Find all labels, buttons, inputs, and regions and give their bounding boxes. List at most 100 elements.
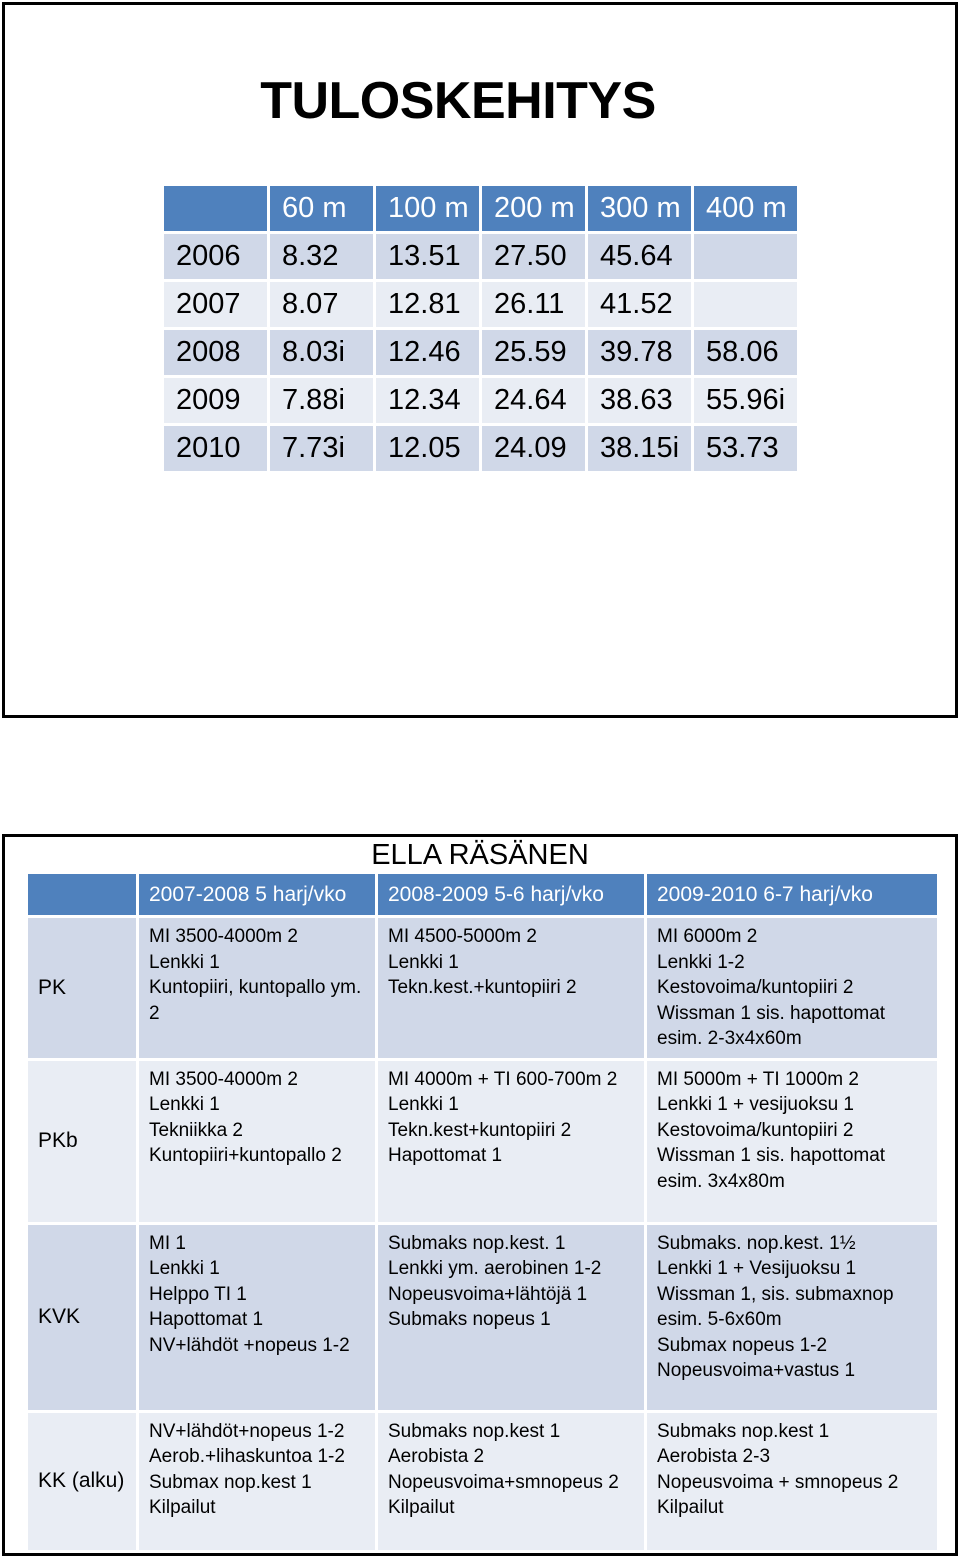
result-cell bbox=[691, 279, 800, 330]
plan-line: Kilpailut bbox=[388, 1497, 455, 1518]
slide-training-plan: ELLA RÄSÄNEN 2007-2008 5 harj/vko 2008-2… bbox=[2, 834, 958, 1556]
result-cell bbox=[691, 231, 800, 282]
year-cell: 2007 bbox=[161, 279, 270, 330]
plan-line: NV+lähdöt +nopeus 1-2 bbox=[149, 1334, 350, 1356]
plan-line: MI 3500-4000m 2 bbox=[149, 1068, 298, 1090]
plan-cell: MI 6000m 2 Lenkki 1-2 Kestovoima/kuntopi… bbox=[644, 915, 940, 1061]
plan-line: Helppo TI 1 bbox=[149, 1283, 247, 1305]
plan-line: NV+lähdöt+nopeus 1-2 bbox=[149, 1420, 345, 1442]
plan-line: Aerobista 2-3 bbox=[657, 1446, 771, 1467]
plan-cell: MI 5000m + TI 1000m 2 Lenkki 1 + vesijuo… bbox=[644, 1057, 940, 1225]
plan-line: Submax nopeus 1-2 bbox=[657, 1334, 828, 1356]
plan-line: Kuntopiiri, kuntopallo ym. 2 bbox=[149, 977, 362, 1024]
plan-line: MI 6000m 2 bbox=[657, 926, 758, 947]
plan-line: Aerobista 2 bbox=[388, 1446, 485, 1467]
period-label: KVK bbox=[25, 1221, 139, 1413]
plan-line: MI 4000m + TI 600-700m 2 bbox=[388, 1068, 618, 1090]
plan-line: Kilpailut bbox=[657, 1497, 724, 1518]
result-cell: 13.51 bbox=[373, 231, 482, 282]
header-corner-cell bbox=[25, 871, 139, 918]
year-cell: 2010 bbox=[161, 423, 270, 474]
plan-line: Tekniikka 2 bbox=[149, 1119, 243, 1141]
plan-line: Kestovoima/kuntopiiri 2 bbox=[657, 1119, 854, 1141]
result-cell: 8.03i bbox=[267, 327, 376, 378]
plan-line: Lenkki 1 bbox=[149, 1258, 220, 1279]
result-cell: 45.64 bbox=[585, 231, 694, 282]
plan-cell: Submaks. nop.kest. 1½ Lenkki 1 + Vesijuo… bbox=[644, 1221, 940, 1413]
result-cell: 24.09 bbox=[479, 423, 588, 474]
result-cell: 26.11 bbox=[479, 279, 588, 330]
plan-line: MI 3500-4000m 2 bbox=[149, 926, 298, 947]
plan-line: Submaks nop.kest. 1 bbox=[388, 1232, 566, 1254]
header-cell: 300 m bbox=[585, 183, 694, 234]
period-label: PKb bbox=[25, 1057, 139, 1225]
plan-cell: Submaks nop.kest 1 Aerobista 2-3 Nopeusv… bbox=[644, 1409, 940, 1553]
plan-line: Nopeusvoima+lähtöjä 1 bbox=[388, 1283, 588, 1305]
plan-line: Lenkki 1 + Vesijuoksu 1 bbox=[657, 1258, 857, 1279]
year-cell: 2008 bbox=[161, 327, 270, 378]
plan-line: Aerob.+lihaskuntoa 1-2 bbox=[149, 1446, 345, 1467]
plan-line: Submaks nopeus 1 bbox=[388, 1309, 551, 1330]
year-cell: 2009 bbox=[161, 375, 270, 426]
plan-line: Lenkki ym. aerobinen 1-2 bbox=[388, 1258, 602, 1279]
table-row: 2007 8.07 12.81 26.11 41.52 bbox=[161, 279, 800, 330]
plan-line: Kestovoima/kuntopiiri 2 bbox=[657, 977, 854, 998]
result-cell: 12.34 bbox=[373, 375, 482, 426]
plan-cell: MI 4000m + TI 600-700m 2 Lenkki 1 Tekn.k… bbox=[375, 1057, 647, 1225]
plan-line: MI 1 bbox=[149, 1232, 186, 1254]
plan-cell: Submaks nop.kest. 1 Lenkki ym. aerobinen… bbox=[375, 1221, 647, 1413]
plan-line: Nopeusvoima+smnopeus 2 bbox=[388, 1471, 619, 1493]
season-header: 2007-2008 5 harj/vko bbox=[136, 871, 378, 918]
plan-cell: MI 3500-4000m 2 Lenkki 1 Tekniikka 2 Kun… bbox=[136, 1057, 378, 1225]
result-cell: 39.78 bbox=[585, 327, 694, 378]
table-row: KVK MI 1 Lenkki 1 Helppo TI 1 Hapottomat… bbox=[25, 1221, 940, 1413]
table-row: 2008 8.03i 12.46 25.59 39.78 58.06 bbox=[161, 327, 800, 378]
plan-line: Hapottomat 1 bbox=[388, 1145, 503, 1166]
plan-cell: MI 3500-4000m 2 Lenkki 1 Kuntopiiri, kun… bbox=[136, 915, 378, 1061]
plan-line: Nopeusvoima + smnopeus 2 bbox=[657, 1471, 899, 1493]
plan-line: Submaks nop.kest 1 bbox=[388, 1420, 561, 1442]
table-row: KK (alku) NV+lähdöt+nopeus 1-2 Aerob.+li… bbox=[25, 1409, 940, 1553]
plan-line: Submaks. nop.kest. 1½ bbox=[657, 1232, 856, 1254]
period-label: KK (alku) bbox=[25, 1409, 139, 1553]
year-cell: 2006 bbox=[161, 231, 270, 282]
plan-cell: Submaks nop.kest 1 Aerobista 2 Nopeusvoi… bbox=[375, 1409, 647, 1553]
season-header: 2008-2009 5-6 harj/vko bbox=[375, 871, 647, 918]
header-cell: 60 m bbox=[267, 183, 376, 234]
plan-line: Wissman 1, sis. submaxnop esim. 5-6x60m bbox=[657, 1283, 894, 1331]
result-cell: 25.59 bbox=[479, 327, 588, 378]
header-cell: 200 m bbox=[479, 183, 588, 234]
result-cell: 53.73 bbox=[691, 423, 800, 474]
table-row: 2006 8.32 13.51 27.50 45.64 bbox=[161, 231, 800, 282]
result-cell: 41.52 bbox=[585, 279, 694, 330]
slide-title: TULOSKEHITYS bbox=[260, 72, 656, 130]
plan-line: Wissman 1 sis. hapottomat esim. 3x4x80m bbox=[657, 1145, 886, 1192]
plan-cell: MI 4500-5000m 2 Lenkki 1 Tekn.kest.+kunt… bbox=[375, 915, 647, 1061]
result-cell: 8.32 bbox=[267, 231, 376, 282]
plan-line: Nopeusvoima+vastus 1 bbox=[657, 1360, 856, 1381]
plan-line: Hapottomat 1 bbox=[149, 1309, 264, 1330]
header-cell: 400 m bbox=[691, 183, 800, 234]
plan-line: Submax nop.kest 1 bbox=[149, 1471, 312, 1493]
plan-cell: MI 1 Lenkki 1 Helppo TI 1 Hapottomat 1 N… bbox=[136, 1221, 378, 1413]
result-cell: 7.73i bbox=[267, 423, 376, 474]
result-cell: 12.81 bbox=[373, 279, 482, 330]
plan-line: Tekn.kest+kuntopiiri 2 bbox=[388, 1119, 572, 1141]
plan-header-row: 2007-2008 5 harj/vko 2008-2009 5-6 harj/… bbox=[25, 871, 940, 918]
plan-line: Lenkki 1-2 bbox=[657, 951, 745, 973]
period-label: PK bbox=[25, 915, 139, 1061]
result-cell: 58.06 bbox=[691, 327, 800, 378]
training-plan-table: 2007-2008 5 harj/vko 2008-2009 5-6 harj/… bbox=[25, 871, 940, 1553]
result-cell: 55.96i bbox=[691, 375, 800, 426]
plan-line: Kuntopiiri+kuntopallo 2 bbox=[149, 1145, 342, 1166]
result-cell: 12.46 bbox=[373, 327, 482, 378]
table-row: PKb MI 3500-4000m 2 Lenkki 1 Tekniikka 2… bbox=[25, 1057, 940, 1225]
plan-line: Lenkki 1 bbox=[388, 1094, 459, 1115]
plan-line: Lenkki 1 bbox=[149, 1094, 220, 1115]
results-header-row: 60 m 100 m 200 m 300 m 400 m bbox=[161, 183, 800, 234]
plan-line: Lenkki 1 bbox=[149, 951, 220, 973]
header-cell: 100 m bbox=[373, 183, 482, 234]
plan-line: Submaks nop.kest 1 bbox=[657, 1420, 830, 1442]
slide-results: TULOSKEHITYS 60 m 100 m 200 m 300 m 400 … bbox=[2, 2, 958, 718]
result-cell: 38.63 bbox=[585, 375, 694, 426]
